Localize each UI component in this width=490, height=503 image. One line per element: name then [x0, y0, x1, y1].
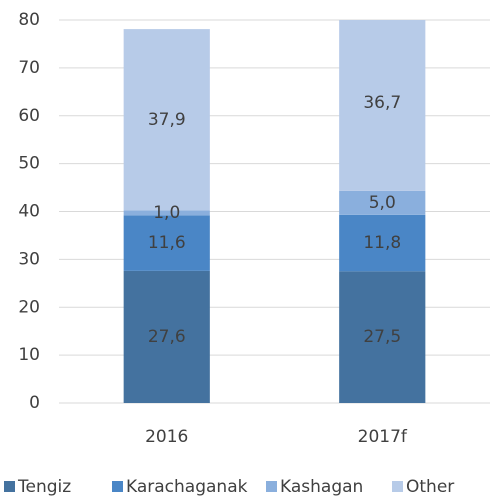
y-tick-label: 80 — [18, 10, 40, 30]
y-tick-label: 10 — [18, 345, 40, 365]
legend-swatch — [4, 481, 15, 492]
bar-segment — [123, 210, 210, 216]
y-tick-label: 30 — [18, 249, 40, 269]
y-tick-label: 50 — [18, 154, 40, 174]
bar-segment — [339, 271, 426, 403]
data-label: 1,0 — [153, 203, 180, 223]
y-tick-label: 20 — [18, 297, 40, 317]
x-tick-label: 2016 — [145, 427, 188, 447]
x-tick-label: 2017f — [358, 427, 408, 447]
data-label: 11,6 — [148, 233, 186, 253]
data-label: 36,7 — [363, 93, 401, 113]
bar-segment — [339, 214, 426, 272]
data-label: 27,5 — [363, 327, 401, 347]
bar-segment — [123, 215, 210, 271]
data-label: 5,0 — [369, 193, 396, 213]
data-label: 37,9 — [148, 110, 186, 130]
data-label: 27,6 — [148, 327, 186, 347]
legend-swatch — [266, 481, 277, 492]
labels: 0 10 20 30 40 50 60 70 80 2016 27,6 11,6 1,0 37,9 2017… — [4, 10, 454, 497]
data-label: 11,8 — [363, 233, 401, 253]
y-tick-label: 0 — [29, 393, 40, 413]
legend-label: Karachaganak — [126, 477, 248, 497]
bars — [123, 20, 426, 403]
legend-label: Kashagan — [280, 477, 363, 497]
bar-segment — [339, 190, 426, 215]
bar-segment — [339, 20, 426, 191]
legend-label: Other — [406, 477, 454, 497]
bar-segment — [123, 29, 210, 211]
y-tick-label: 40 — [18, 202, 40, 222]
legend-swatch — [112, 481, 123, 492]
legend-swatch — [392, 481, 403, 492]
y-tick-label: 60 — [18, 106, 40, 126]
y-tick-label: 70 — [18, 58, 40, 78]
legend-label: Tengiz — [17, 477, 71, 497]
bar-segment — [123, 270, 210, 403]
